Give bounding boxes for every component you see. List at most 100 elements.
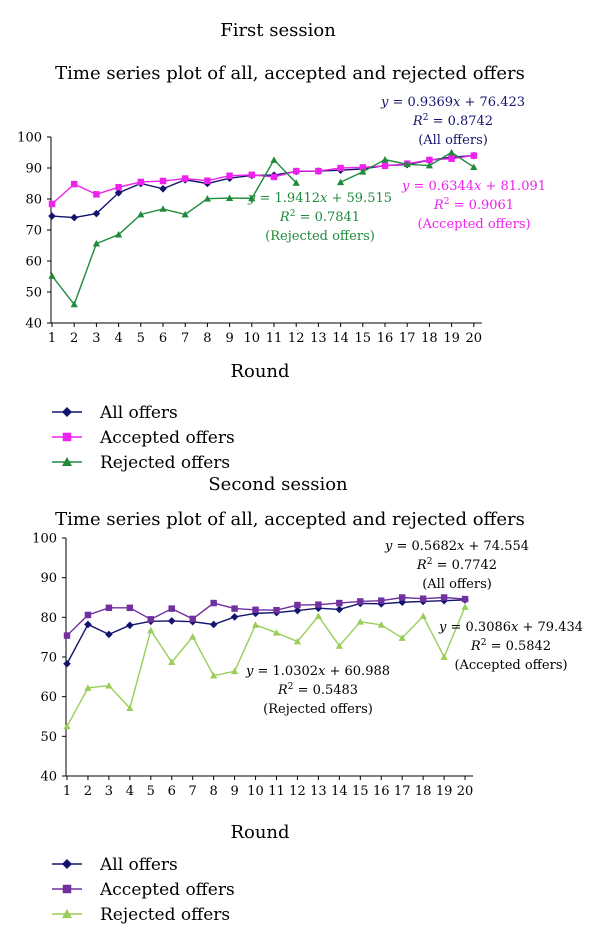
legend-label: Accepted offers <box>99 428 235 448</box>
x-tick-label: 12 <box>289 784 306 799</box>
x-tick-label: 9 <box>225 331 233 346</box>
data-point <box>294 601 301 609</box>
data-point <box>70 180 78 188</box>
regression-annotation: y = 0.5682x + 74.554 R2 = 0.7742 (All offe… <box>384 539 529 592</box>
legend: All offers Accepted offers Rejected offers <box>52 855 235 925</box>
chart-title: Time series plot of all, accepted and re… <box>55 63 525 84</box>
data-point <box>63 632 71 639</box>
data-point <box>84 620 92 629</box>
data-point <box>448 155 455 162</box>
annotation-line: (Accepted offers) <box>454 658 567 673</box>
data-point <box>92 209 101 218</box>
x-tick-label: 5 <box>137 331 145 346</box>
legend-marker <box>62 407 72 417</box>
data-point <box>204 177 211 184</box>
legend-marker <box>62 457 72 466</box>
data-point <box>273 606 280 614</box>
series-rejected-offers <box>63 603 469 730</box>
y-tick-label: 90 <box>40 571 57 586</box>
data-point <box>84 684 92 691</box>
data-point <box>92 240 100 247</box>
x-tick-label: 20 <box>457 784 474 799</box>
data-point <box>381 162 389 170</box>
data-point <box>448 148 456 156</box>
x-tick-label: 9 <box>230 784 238 799</box>
y-tick-label: 80 <box>40 611 57 626</box>
annotation-line: (Rejected offers) <box>263 702 373 717</box>
x-tick-label: 19 <box>436 784 453 799</box>
legend-marker <box>62 859 72 869</box>
data-point <box>147 616 155 623</box>
x-tick-label: 13 <box>310 784 327 799</box>
data-point <box>419 612 427 620</box>
data-point <box>461 595 469 603</box>
data-point <box>335 605 344 614</box>
data-point <box>226 172 233 179</box>
data-point <box>461 603 469 610</box>
data-point <box>159 184 167 193</box>
x-tick-label: 7 <box>189 784 197 799</box>
data-point <box>189 633 197 640</box>
data-point <box>181 210 189 218</box>
data-point <box>209 620 218 629</box>
x-tick-label: 6 <box>159 331 167 346</box>
legend: All offers Accepted offers Rejected offers <box>52 403 235 473</box>
y-tick-label: 70 <box>40 651 57 666</box>
data-point <box>231 605 238 612</box>
series-line <box>66 606 466 727</box>
data-point <box>63 659 71 668</box>
data-point <box>377 621 385 628</box>
data-point <box>315 601 322 608</box>
y-tick-label: 60 <box>40 690 57 705</box>
data-point <box>126 604 134 612</box>
y-tick-label: 40 <box>25 317 42 332</box>
x-tick-label: 1 <box>48 331 56 346</box>
annotation-line: (Accepted offers) <box>417 217 530 232</box>
data-point <box>126 704 134 712</box>
x-tick-label: 10 <box>244 331 261 346</box>
y-tick-label: 100 <box>17 131 42 146</box>
x-tick-label: 8 <box>203 331 211 346</box>
y-tick-label: 90 <box>25 162 42 177</box>
data-point <box>70 300 78 308</box>
data-point <box>93 191 100 198</box>
x-tick-label: 7 <box>181 331 189 346</box>
data-point <box>426 156 433 164</box>
data-point <box>147 626 155 634</box>
session-title: First session <box>220 20 336 41</box>
annotation-line: y = 1.0302x + 60.988 <box>245 664 390 679</box>
x-tick-label: 4 <box>114 331 122 346</box>
annotation-line: R2 = 0.9061 <box>433 197 514 213</box>
x-tick-label: 6 <box>168 784 176 799</box>
x-tick-label: 15 <box>352 784 369 799</box>
data-point <box>272 629 281 636</box>
data-point <box>168 658 176 666</box>
data-point <box>248 194 256 202</box>
x-tick-label: 11 <box>266 331 283 346</box>
data-point <box>335 642 343 649</box>
data-point <box>84 611 92 619</box>
data-point <box>226 194 234 201</box>
annotation-line: R2 = 0.7742 <box>416 557 497 573</box>
chart-panel-2: Second session Time series plot of all, a… <box>32 474 583 925</box>
annotation-line: y = 1.9412x + 59.515 <box>247 191 392 206</box>
data-point <box>230 613 239 621</box>
data-point <box>70 213 78 222</box>
data-point <box>251 621 260 628</box>
chart-title: Time series plot of all, accepted and re… <box>55 509 525 530</box>
data-point <box>293 637 302 645</box>
x-tick-label: 2 <box>84 784 92 799</box>
x-tick-label: 14 <box>331 784 348 799</box>
legend-marker <box>62 432 72 442</box>
data-point <box>378 597 385 604</box>
y-tick-label: 100 <box>32 532 57 547</box>
legend-marker <box>62 909 72 918</box>
data-point <box>168 605 175 612</box>
regression-annotation: y = 0.3086x + 79.434 R2 = 0.5842 (Accepted… <box>438 620 583 673</box>
data-point <box>314 612 322 620</box>
data-point <box>181 175 189 182</box>
data-point <box>470 163 478 170</box>
y-tick-label: 50 <box>25 286 42 301</box>
data-point <box>189 615 196 623</box>
x-tick-label: 4 <box>126 784 134 799</box>
